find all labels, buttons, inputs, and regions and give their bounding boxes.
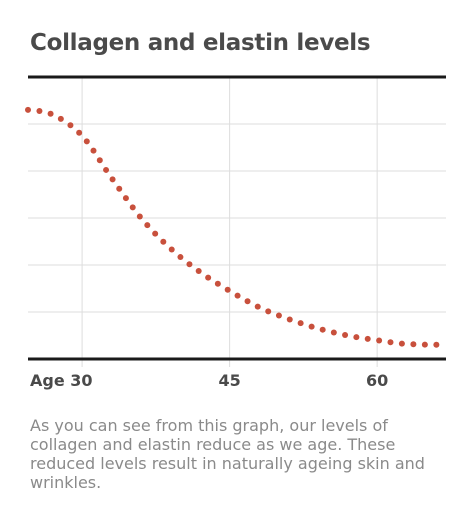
series-point: [387, 339, 394, 346]
series-point: [90, 147, 97, 154]
series-point: [224, 286, 231, 293]
series-point: [67, 122, 74, 129]
series-point: [410, 341, 417, 348]
series-point: [286, 316, 293, 323]
series-point: [244, 298, 251, 305]
x-tick-labels: Age 30 45 60: [30, 371, 388, 390]
series-path: [28, 110, 446, 345]
series-point: [319, 326, 326, 333]
series-point: [152, 230, 159, 237]
series-point: [234, 292, 241, 299]
series-point: [195, 268, 202, 275]
line-chart: Age 30 45 60: [25, 75, 446, 390]
series-point: [433, 341, 440, 348]
series-point: [136, 213, 143, 220]
series-point: [177, 254, 184, 261]
series-point: [364, 335, 371, 342]
series-point: [57, 115, 64, 122]
series-point: [168, 246, 175, 253]
series-point: [297, 320, 304, 327]
series-point: [36, 108, 43, 115]
series-point: [109, 176, 116, 183]
series-point: [144, 222, 151, 229]
x-tick-label: Age 30: [30, 371, 93, 390]
series-point: [214, 280, 221, 287]
series-point: [83, 138, 90, 145]
gridlines: [28, 77, 446, 367]
series-point: [25, 106, 31, 113]
series-point: [330, 329, 337, 336]
series-point: [398, 340, 405, 347]
x-tick-label: 45: [218, 371, 240, 390]
chart-title: Collagen and elastin levels: [30, 30, 371, 56]
series-point: [47, 110, 54, 117]
series-point: [96, 157, 103, 164]
series-point: [122, 195, 129, 202]
series-point: [265, 308, 272, 315]
series-dots: [25, 106, 446, 348]
x-tick-label: 60: [366, 371, 388, 390]
series-point: [160, 238, 167, 245]
series-point: [376, 337, 383, 344]
series-point: [205, 274, 212, 281]
series-point: [342, 331, 349, 338]
series-point: [116, 185, 123, 192]
series-point: [421, 341, 428, 348]
chart-caption: As you can see from this graph, our leve…: [30, 416, 425, 492]
series-point: [353, 334, 360, 341]
series-point: [308, 323, 315, 330]
series-point: [254, 303, 261, 310]
series-point: [103, 166, 110, 173]
series-point: [275, 312, 282, 319]
series-point: [129, 204, 136, 211]
series-point: [186, 261, 193, 268]
series-point: [76, 129, 83, 136]
